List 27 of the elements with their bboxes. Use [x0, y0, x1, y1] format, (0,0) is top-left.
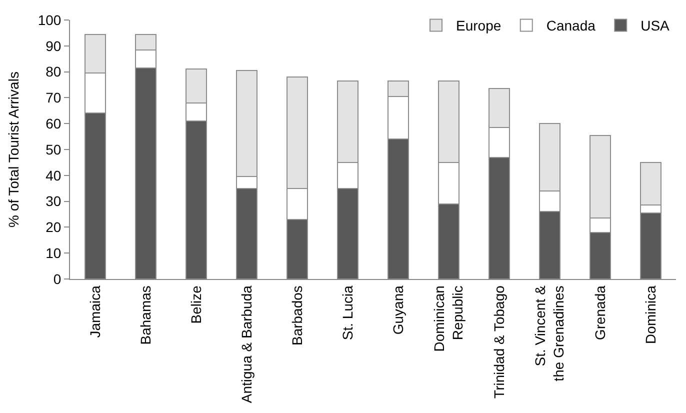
y-tick-label: 100: [38, 12, 62, 28]
x-tick-label: Barbados: [288, 286, 305, 346]
y-tick-label: 30: [46, 193, 62, 210]
x-tick-label: Jamaica: [86, 285, 103, 338]
x-tick-label: St. Lucia: [339, 285, 356, 340]
legend-label: Europe: [456, 18, 502, 34]
y-tick-label: 60: [46, 116, 62, 132]
y-tick-label: 50: [46, 141, 62, 158]
y-tick-label: 20: [46, 219, 62, 236]
legend-label: Canada: [546, 18, 596, 34]
x-tick-label: Dominica: [642, 285, 658, 344]
x-tick-label: St. Vincent & the Grenadines: [532, 284, 566, 382]
legend-label: USA: [640, 18, 670, 34]
y-tick-label: 80: [46, 64, 62, 80]
x-tick-label: Dominican Republic: [431, 286, 466, 352]
x-tick-label: Antigua & Barbuda: [238, 285, 254, 404]
y-tick-label: 70: [46, 90, 62, 106]
y-tick-label: 0: [53, 270, 62, 287]
x-tick-label: Bahamas: [137, 286, 154, 345]
y-tick-label: 10: [46, 245, 62, 261]
x-tick-label: Guyana: [390, 285, 406, 335]
x-tick-label: Trinidad & Tobago: [490, 285, 507, 398]
y-tick-label: 90: [46, 38, 62, 54]
x-tick-label: Grenada: [592, 285, 608, 340]
x-tick-label: Belize: [188, 285, 204, 324]
y-axis-title: % of Total Tourist Arrivals: [5, 72, 22, 228]
y-tick-label: 40: [46, 167, 62, 184]
